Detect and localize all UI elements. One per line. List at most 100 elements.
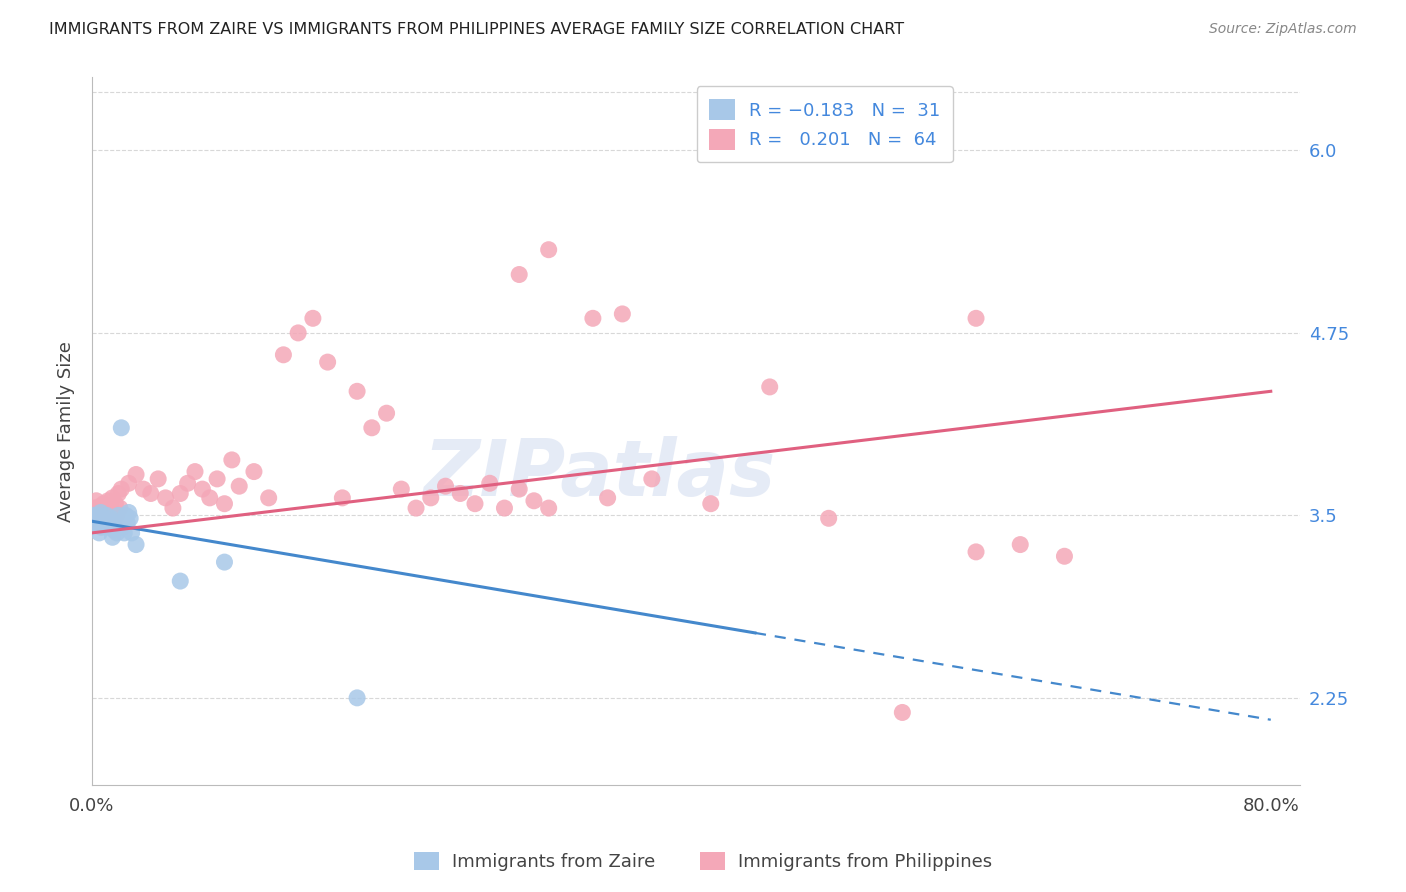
Legend: Immigrants from Zaire, Immigrants from Philippines: Immigrants from Zaire, Immigrants from P…	[406, 845, 1000, 879]
Point	[405, 501, 427, 516]
Point	[221, 453, 243, 467]
Point	[96, 506, 118, 520]
Point	[120, 511, 142, 525]
Point	[537, 501, 560, 516]
Point	[523, 493, 546, 508]
Point	[700, 497, 723, 511]
Point	[494, 501, 516, 516]
Point	[537, 243, 560, 257]
Point	[83, 506, 105, 520]
Point	[111, 520, 134, 534]
Point	[104, 516, 127, 530]
Point	[107, 486, 129, 500]
Point	[198, 491, 221, 505]
Point	[162, 501, 184, 516]
Point	[93, 497, 115, 511]
Point	[205, 472, 228, 486]
Point	[118, 476, 141, 491]
Point	[89, 500, 111, 514]
Point	[112, 525, 135, 540]
Point	[302, 311, 325, 326]
Point	[169, 486, 191, 500]
Point	[110, 482, 132, 496]
Point	[87, 508, 110, 523]
Point	[91, 508, 114, 523]
Point	[346, 690, 368, 705]
Point	[641, 472, 664, 486]
Point	[103, 516, 125, 530]
Point	[214, 555, 236, 569]
Point	[228, 479, 250, 493]
Point	[478, 476, 501, 491]
Point	[89, 525, 111, 540]
Point	[184, 465, 207, 479]
Point	[582, 311, 605, 326]
Point	[97, 493, 120, 508]
Point	[273, 348, 295, 362]
Y-axis label: Average Family Size: Average Family Size	[58, 341, 75, 522]
Point	[1010, 538, 1032, 552]
Point	[98, 520, 121, 534]
Point	[464, 497, 486, 511]
Point	[155, 491, 177, 505]
Point	[94, 516, 117, 530]
Point	[98, 511, 121, 525]
Point	[121, 525, 143, 540]
Point	[508, 482, 530, 496]
Point	[87, 511, 110, 525]
Point	[169, 574, 191, 588]
Point	[94, 517, 117, 532]
Point	[817, 511, 839, 525]
Point	[375, 406, 398, 420]
Point	[612, 307, 634, 321]
Point	[108, 516, 131, 530]
Point	[449, 486, 471, 500]
Point	[243, 465, 266, 479]
Point	[965, 545, 987, 559]
Point	[93, 513, 115, 527]
Point	[90, 506, 112, 520]
Point	[103, 523, 125, 537]
Point	[104, 497, 127, 511]
Point	[83, 511, 105, 525]
Point	[105, 525, 128, 540]
Point	[101, 530, 124, 544]
Point	[84, 493, 107, 508]
Point	[596, 491, 619, 505]
Point	[346, 384, 368, 399]
Point	[139, 486, 162, 500]
Point	[101, 491, 124, 505]
Point	[114, 508, 136, 523]
Point	[758, 380, 780, 394]
Point	[419, 491, 441, 505]
Point	[100, 501, 122, 516]
Point	[332, 491, 354, 505]
Point	[82, 501, 104, 516]
Point	[108, 501, 131, 516]
Point	[389, 482, 412, 496]
Point	[97, 514, 120, 528]
Point	[115, 516, 138, 530]
Point	[360, 421, 382, 435]
Point	[125, 538, 148, 552]
Point	[132, 482, 155, 496]
Point	[214, 497, 236, 511]
Point	[107, 508, 129, 523]
Point	[434, 479, 457, 493]
Legend: R = −0.183   N =  31, R =   0.201   N =  64: R = −0.183 N = 31, R = 0.201 N = 64	[696, 87, 953, 162]
Point	[110, 421, 132, 435]
Point	[965, 311, 987, 326]
Point	[91, 520, 114, 534]
Text: IMMIGRANTS FROM ZAIRE VS IMMIGRANTS FROM PHILIPPINES AVERAGE FAMILY SIZE CORRELA: IMMIGRANTS FROM ZAIRE VS IMMIGRANTS FROM…	[49, 22, 904, 37]
Text: ZIPatlas: ZIPatlas	[423, 436, 776, 512]
Point	[191, 482, 214, 496]
Point	[508, 268, 530, 282]
Point	[891, 706, 914, 720]
Point	[146, 472, 169, 486]
Point	[125, 467, 148, 482]
Point	[100, 511, 122, 525]
Point	[316, 355, 339, 369]
Point	[90, 520, 112, 534]
Point	[1053, 549, 1076, 564]
Point	[105, 508, 128, 523]
